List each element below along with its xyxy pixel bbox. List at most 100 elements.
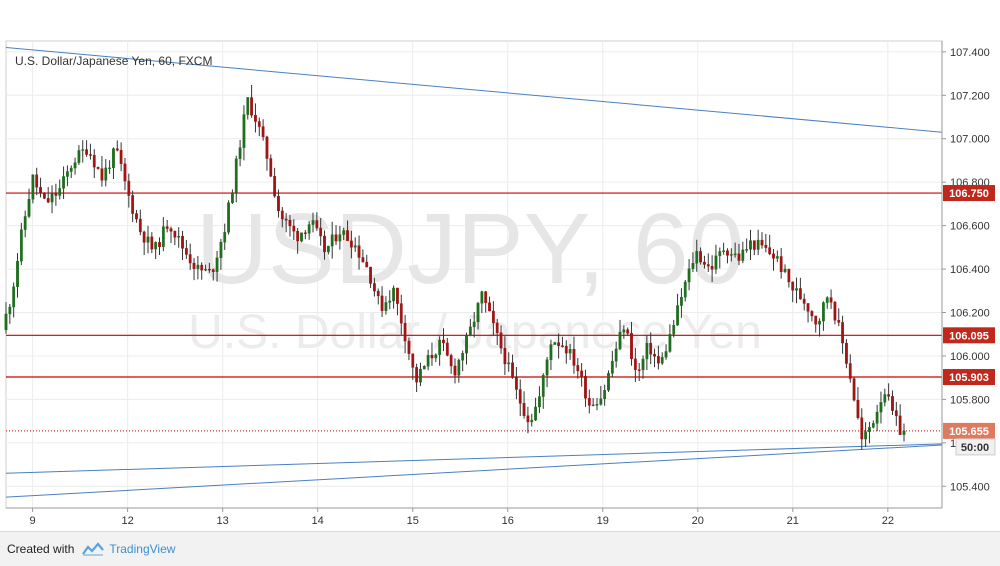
candles (4, 84, 906, 450)
candle-body (557, 342, 560, 346)
x-tick-label: 15 (407, 515, 419, 527)
candle-body (104, 167, 108, 181)
candle-body (856, 399, 860, 418)
x-tick-label: 12 (122, 515, 134, 527)
candle-body (204, 268, 207, 271)
y-tick-label: 105.800 (950, 394, 990, 406)
candle-body (491, 310, 495, 324)
candle-body (722, 250, 726, 252)
watermark-symbol: USDJPY, 60 (196, 193, 744, 305)
candle-body (783, 268, 787, 273)
candle-body (211, 269, 215, 272)
candle-body (568, 349, 572, 354)
candle-body (250, 97, 253, 116)
candle-body (465, 335, 468, 354)
candle-body (841, 322, 844, 344)
candle-body (852, 378, 856, 401)
candle-body (426, 354, 430, 367)
candle-body (691, 263, 695, 269)
candle-body (664, 351, 668, 358)
candle-body (610, 360, 614, 374)
tradingview-link[interactable]: TradingView (109, 542, 176, 556)
candle-body (641, 358, 645, 371)
candle-body (415, 367, 419, 383)
candle-body (323, 235, 326, 253)
candle-body (572, 349, 576, 366)
y-tick-label: 106.400 (950, 264, 990, 276)
candle-body (511, 362, 514, 378)
candle-body (894, 410, 898, 417)
current-price-label: 105.655 (949, 426, 989, 438)
tradingview-logo-icon[interactable] (82, 542, 105, 556)
candle-body (576, 365, 580, 372)
current-price-label-bg (943, 422, 995, 439)
candle-body (376, 290, 380, 297)
candle-body (234, 158, 238, 193)
candle-body (745, 249, 749, 251)
candle-body (749, 240, 752, 250)
candle-body (411, 353, 415, 368)
candle-body (192, 262, 196, 269)
candle-body (353, 245, 357, 248)
candle-body (871, 423, 875, 428)
candle-body (499, 332, 503, 349)
candle-body (407, 340, 411, 354)
candle-body (503, 347, 507, 365)
y-tick-label: 106.000 (950, 351, 990, 363)
candle-body (787, 268, 791, 283)
candle-body (89, 154, 92, 156)
candle-body (399, 303, 403, 324)
candle-body (388, 300, 392, 303)
x-tick-label: 22 (882, 515, 894, 527)
candle-body (4, 313, 8, 331)
candle-body (810, 311, 814, 317)
level-price-label-bg (943, 327, 995, 344)
candle-body (902, 430, 906, 435)
candle-body (200, 264, 204, 271)
candle-body (614, 348, 618, 362)
candle-body (146, 236, 150, 243)
candle-body (687, 268, 691, 283)
candle-body (119, 150, 123, 165)
candle-body (518, 389, 522, 404)
candle-body (438, 339, 442, 355)
candle-body (254, 115, 257, 122)
candle-body (46, 198, 50, 203)
candle-body (802, 298, 806, 304)
candle-body (484, 291, 488, 303)
candle-body (112, 148, 115, 169)
candle-body (791, 281, 795, 291)
x-tick-label: 9 (30, 515, 36, 527)
candle-body (845, 342, 848, 364)
price-labels: 106.750 106.095 105.903 105.655 50:00 (943, 185, 996, 456)
candle-body (303, 232, 307, 234)
candle-body (365, 261, 369, 268)
candle-body (142, 231, 146, 243)
candle-body (69, 167, 73, 172)
candle-body (219, 241, 223, 259)
candle-body (257, 121, 261, 127)
candle-body (273, 176, 277, 197)
candle-body (656, 356, 660, 364)
candle-body (296, 230, 300, 242)
candle-body (430, 354, 434, 359)
candle-body (864, 431, 868, 440)
x-tick-label: 20 (692, 515, 704, 527)
candle-body (775, 256, 779, 259)
countdown-label: 50:00 (961, 442, 989, 454)
candle-body (392, 287, 395, 302)
candle-body (710, 265, 714, 270)
candle-body (246, 97, 250, 115)
candle-body (607, 373, 610, 391)
candle-body (215, 257, 219, 272)
candle-body (772, 253, 775, 259)
candle-body (561, 345, 564, 347)
candle-body (39, 187, 42, 193)
candle-body (476, 303, 480, 323)
candle-body (584, 376, 587, 399)
candle-body (860, 417, 864, 440)
countdown-bg (955, 438, 996, 456)
candle-body (468, 326, 472, 336)
candle-body (822, 302, 825, 322)
